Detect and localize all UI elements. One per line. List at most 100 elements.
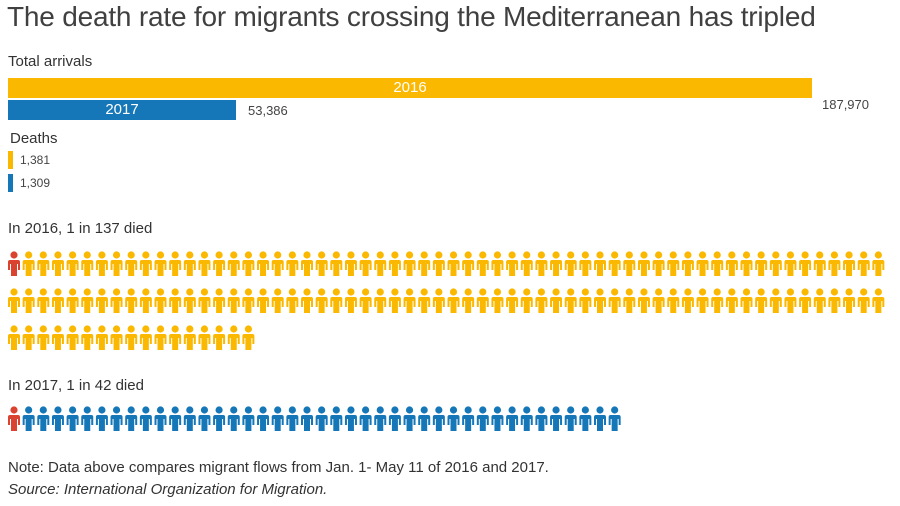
person-icon	[462, 406, 475, 431]
person-icon	[169, 288, 182, 313]
person-icon	[242, 406, 255, 431]
person-icon	[198, 251, 211, 276]
deaths-label: Deaths	[10, 130, 58, 147]
person-icon	[769, 288, 782, 313]
person-icon	[740, 251, 753, 276]
person-icon	[725, 251, 738, 276]
person-icon	[8, 288, 20, 313]
arrivals-value-2017: 53,386	[248, 103, 288, 118]
person-icon	[8, 406, 20, 431]
person-icon	[388, 288, 401, 313]
person-icon	[550, 251, 563, 276]
person-icon	[784, 251, 797, 276]
person-icon	[198, 325, 211, 350]
person-icon	[520, 251, 533, 276]
person-icon	[51, 251, 64, 276]
person-icon	[95, 288, 108, 313]
person-icon	[696, 251, 709, 276]
person-icon	[769, 251, 782, 276]
person-icon	[8, 325, 20, 350]
person-icon	[608, 288, 621, 313]
rate-2016-label: In 2016, 1 in 137 died	[8, 220, 153, 237]
person-icon	[447, 288, 460, 313]
chart-title: The death rate for migrants crossing the…	[7, 1, 816, 32]
person-icon	[491, 288, 504, 313]
person-icon	[418, 288, 431, 313]
person-icon	[432, 406, 445, 431]
person-icon	[286, 288, 299, 313]
person-icon	[213, 288, 226, 313]
person-icon	[66, 406, 79, 431]
person-icon	[491, 406, 504, 431]
arrivals-bar-2016	[8, 78, 812, 98]
person-icon	[22, 406, 35, 431]
person-icon	[125, 288, 138, 313]
person-icon	[476, 251, 489, 276]
person-icon	[388, 251, 401, 276]
person-icon	[828, 288, 841, 313]
person-icon	[359, 406, 372, 431]
person-icon	[418, 251, 431, 276]
person-icon	[198, 406, 211, 431]
person-icon	[594, 288, 606, 313]
person-icon	[66, 288, 79, 313]
person-icon	[667, 251, 680, 276]
deaths-value-2016: 1,381	[20, 153, 51, 167]
person-icon	[213, 406, 226, 431]
person-icon	[110, 406, 123, 431]
person-icon	[652, 251, 665, 276]
person-icon	[711, 288, 724, 313]
person-icon	[139, 325, 152, 350]
source-note: Source: International Organization for M…	[8, 481, 328, 498]
person-icon	[550, 406, 563, 431]
person-icon	[388, 406, 401, 431]
person-icon	[213, 325, 226, 350]
person-icon	[213, 251, 226, 276]
person-icon	[154, 406, 167, 431]
person-icon	[374, 406, 387, 431]
person-icon	[462, 251, 475, 276]
person-icon	[447, 251, 460, 276]
person-icon	[315, 288, 328, 313]
person-icon	[784, 288, 797, 313]
rate-2017-label: In 2017, 1 in 42 died	[8, 377, 144, 394]
person-icon	[432, 288, 445, 313]
deaths-bar-2016	[8, 151, 13, 169]
person-icon	[579, 251, 592, 276]
person-icon	[491, 251, 504, 276]
person-icon	[169, 406, 182, 431]
person-icon	[8, 251, 20, 276]
person-icon	[476, 288, 489, 313]
person-icon	[374, 251, 387, 276]
deaths-bar-2017	[8, 174, 13, 192]
person-icon	[594, 251, 606, 276]
person-icon	[579, 288, 592, 313]
person-icon	[37, 251, 50, 276]
person-icon	[652, 288, 665, 313]
person-icon	[169, 251, 182, 276]
person-icon	[506, 251, 519, 276]
person-icon	[242, 251, 255, 276]
person-icon	[447, 406, 460, 431]
person-icon	[857, 288, 870, 313]
person-icon	[359, 288, 372, 313]
person-icon	[535, 406, 548, 431]
person-icon	[37, 325, 50, 350]
person-icon	[681, 288, 694, 313]
person-icon	[257, 251, 270, 276]
person-icon	[183, 288, 196, 313]
person-icon	[257, 406, 270, 431]
person-icon	[608, 406, 621, 431]
person-icon	[139, 288, 152, 313]
person-icon	[301, 406, 313, 431]
person-icon	[227, 251, 240, 276]
person-icon	[301, 288, 313, 313]
person-icon	[799, 288, 812, 313]
person-icon	[535, 251, 548, 276]
person-icon	[51, 325, 64, 350]
person-icon	[22, 325, 35, 350]
person-icon	[22, 251, 35, 276]
person-icon	[418, 406, 431, 431]
person-icon	[183, 251, 196, 276]
